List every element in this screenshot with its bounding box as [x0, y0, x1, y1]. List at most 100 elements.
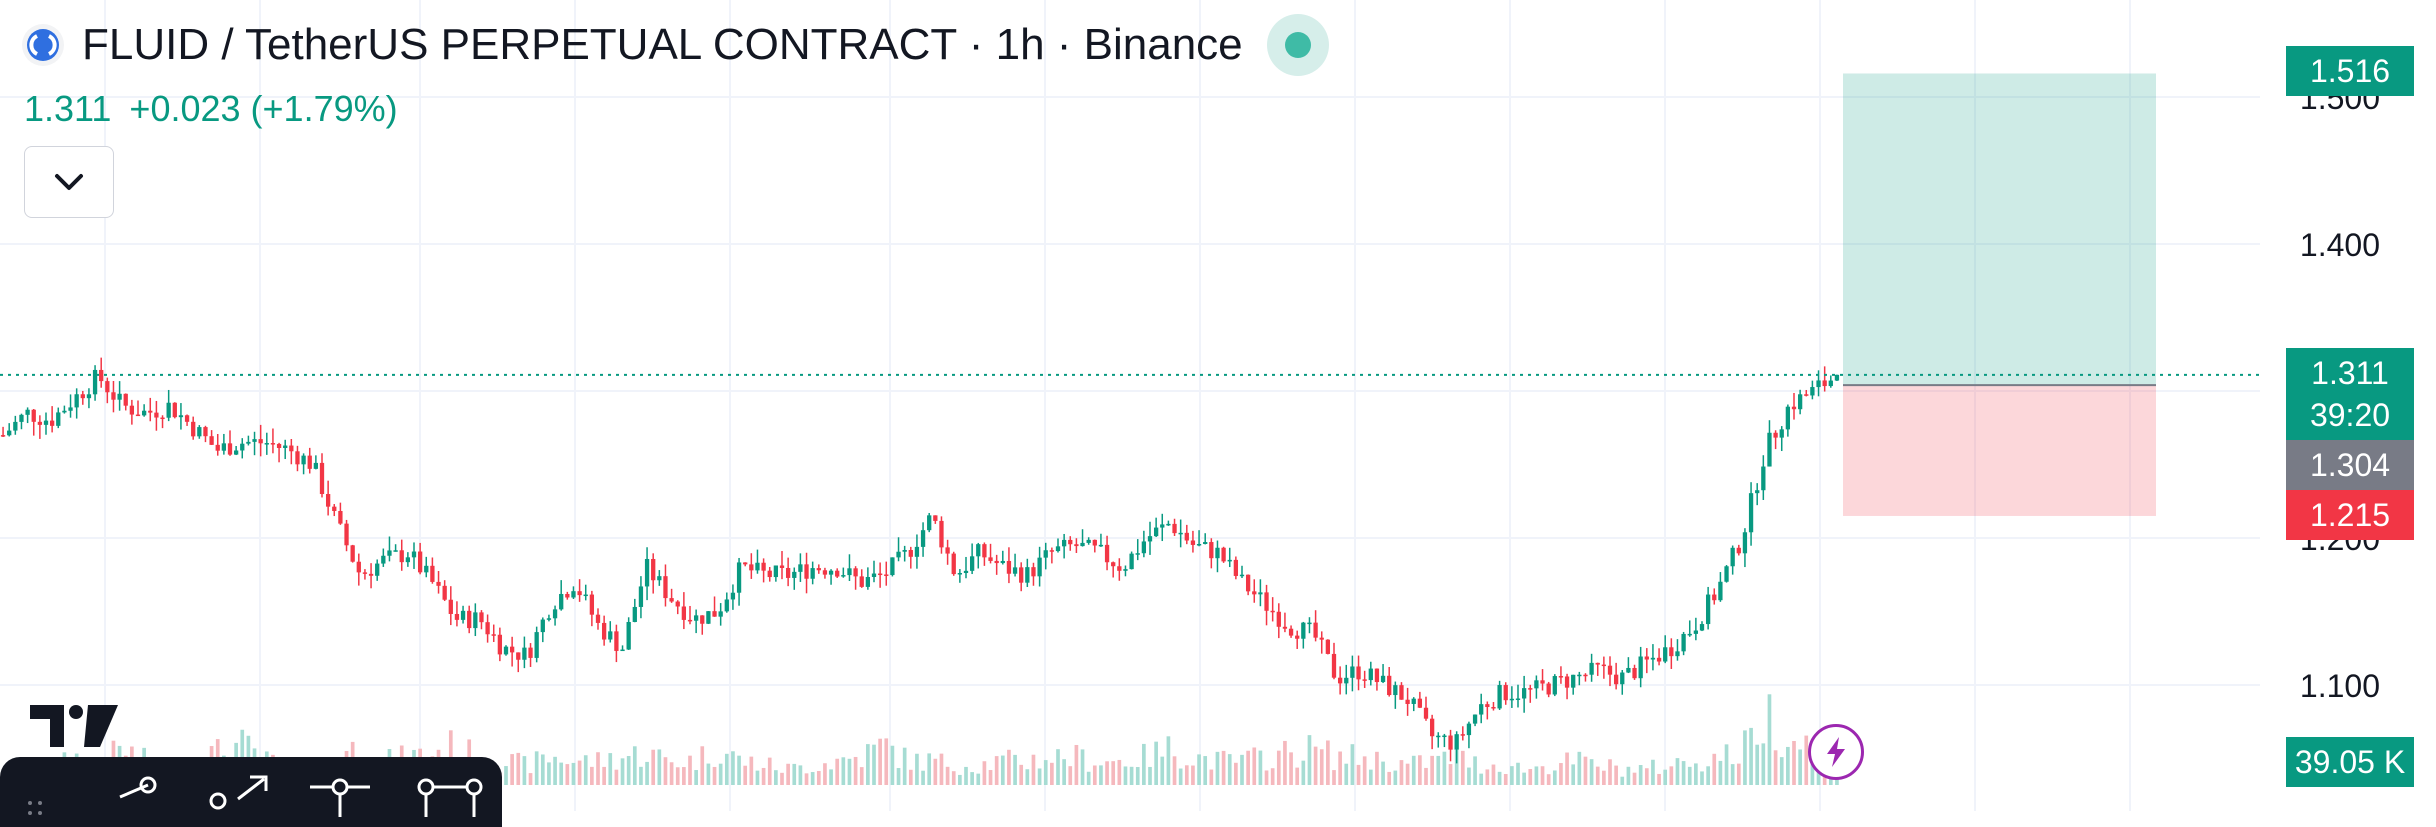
volume-bar [1786, 746, 1790, 785]
volume-bar [608, 753, 613, 785]
horizontal-ray-tool-icon[interactable] [310, 778, 370, 817]
candle-body [1503, 685, 1508, 701]
candle-body [589, 594, 595, 615]
drawing-toolbar [0, 757, 502, 827]
volume-bar [1473, 756, 1477, 785]
volume-bar [890, 745, 895, 785]
volume-bar [1436, 755, 1441, 785]
volume-bar [1037, 768, 1042, 785]
volume-bar [804, 773, 809, 785]
candle-body [117, 393, 122, 400]
volume-bar [1638, 765, 1643, 785]
candle-body [1804, 394, 1809, 396]
volume-bar [1534, 766, 1539, 785]
tradingview-logo-icon[interactable] [30, 705, 120, 752]
volume-bar [1663, 769, 1668, 785]
candle-body [1374, 668, 1380, 683]
candle-body [969, 556, 975, 571]
candle-body [1117, 566, 1122, 571]
candle-body [1172, 523, 1177, 534]
volume-bar [1252, 747, 1257, 785]
fluid-logo-icon [22, 24, 64, 66]
volume-bar [958, 774, 962, 785]
candle-body [522, 647, 527, 660]
candle-body [681, 606, 687, 620]
candle-body [295, 451, 300, 465]
candle-body [1031, 567, 1036, 577]
candle-body [1650, 657, 1656, 660]
collapse-button[interactable] [24, 146, 114, 218]
candle-body [933, 515, 938, 521]
candle-body [601, 622, 607, 640]
rectangle-tool-icon[interactable] [417, 778, 483, 817]
candle-body [405, 557, 411, 563]
candle-body [1417, 698, 1423, 708]
trendline-tool-icon[interactable] [119, 776, 157, 799]
candle-body [982, 544, 987, 558]
volume-bar [1516, 762, 1520, 785]
volume-bar [1270, 768, 1275, 785]
candle-body [1638, 656, 1643, 679]
candle-body [1521, 688, 1527, 699]
candle-body [828, 570, 834, 575]
lightning-icon[interactable] [1808, 724, 1864, 780]
volume-bar [1718, 760, 1723, 785]
candle-body [871, 573, 877, 577]
volume-bar [1485, 769, 1490, 785]
candle-body [13, 421, 18, 431]
candle-body [1203, 542, 1208, 544]
volume-bar [1326, 740, 1330, 785]
volume-bar [1743, 730, 1747, 785]
candle-body [945, 547, 950, 554]
volume-bar [1111, 761, 1116, 785]
candle-body [620, 649, 625, 652]
toolbar-drag-handle[interactable] [28, 801, 42, 815]
candle-body [540, 619, 545, 633]
volume-bar [1148, 766, 1152, 785]
candle-body [1718, 581, 1723, 601]
volume-bar [1307, 735, 1312, 785]
candle-body [1166, 523, 1171, 526]
candle-body [804, 564, 809, 579]
candle-body [1712, 594, 1717, 601]
candle-body [1227, 559, 1232, 562]
volume-bar [1350, 744, 1355, 785]
candle-body [240, 443, 245, 451]
candle-body [1755, 490, 1760, 494]
candle-body [528, 647, 533, 658]
volume-bar [823, 763, 827, 785]
candle-body [1147, 536, 1153, 542]
candle-body [454, 613, 460, 620]
volume-bar [1234, 762, 1238, 785]
candle-body [485, 622, 490, 635]
symbol-title[interactable]: FLUID / TetherUS PERPETUAL CONTRACT · 1h… [82, 20, 1243, 69]
volume-bar [1712, 753, 1717, 785]
candle-body [1448, 735, 1453, 750]
volume-bar [1393, 770, 1398, 785]
volume-bar [1362, 756, 1367, 785]
candle-body [1135, 553, 1140, 555]
volume-bar [614, 769, 619, 785]
volume-bar [651, 749, 656, 785]
volume-bar [939, 753, 944, 785]
candle-body [1644, 656, 1649, 660]
volume-bar [669, 762, 674, 785]
volume-bar [1160, 756, 1165, 785]
candle-body [1258, 592, 1263, 595]
candle-body [1663, 647, 1668, 662]
volume-bar [1092, 765, 1097, 785]
arrow-tool-icon[interactable] [209, 775, 268, 810]
volume-bar [774, 770, 778, 785]
candle-body [74, 394, 79, 408]
volume-bar [786, 763, 790, 785]
candle-body [1019, 567, 1024, 583]
candles [0, 357, 1840, 764]
candle-body [246, 441, 251, 444]
candle-body [552, 609, 558, 619]
chevron-down-icon [55, 174, 83, 190]
volume-bar [547, 762, 551, 785]
volume-bar [1602, 770, 1606, 785]
volume-bar [1209, 769, 1214, 785]
candle-body [1362, 679, 1367, 681]
